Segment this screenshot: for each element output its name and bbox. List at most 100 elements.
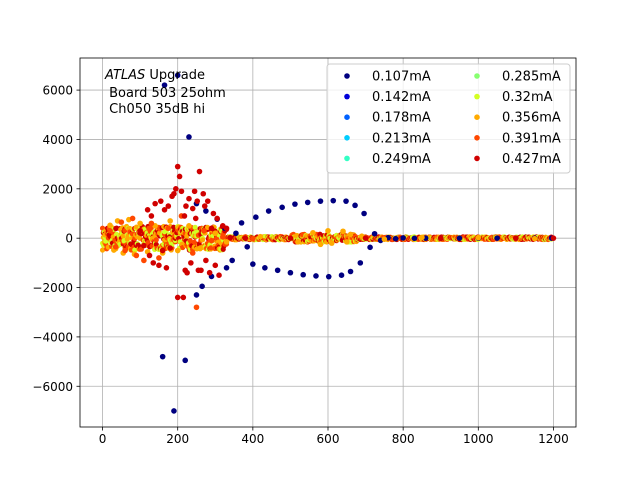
series-point — [193, 304, 200, 311]
data-points — [107, 72, 557, 414]
series-point — [191, 188, 198, 195]
x-tick-label: 600 — [317, 432, 340, 446]
series-point — [229, 257, 235, 264]
series-point — [313, 273, 319, 279]
series-point — [352, 202, 358, 209]
axis-ticks: 0 200 400 600 800 1000 1200 −6000 −4000 −2000 0 200… — [32, 84, 568, 446]
series-point — [242, 235, 249, 241]
series-point — [156, 255, 162, 261]
series-point — [161, 82, 168, 88]
series-point — [171, 408, 177, 414]
series-point — [292, 201, 298, 207]
series-point — [274, 267, 281, 274]
legend-label: 0.427mA — [502, 152, 561, 167]
series-point — [159, 247, 166, 254]
x-tick-label: 400 — [241, 432, 264, 446]
legend-marker — [344, 93, 350, 100]
series-point — [194, 198, 201, 204]
series-point — [223, 225, 230, 232]
series-point — [347, 268, 354, 275]
legend-label: 0.285mA — [502, 70, 561, 85]
series-point — [171, 190, 177, 197]
band-point — [153, 237, 159, 243]
series-point — [419, 234, 425, 241]
legend-label: 0.32mA — [502, 90, 553, 105]
series-point — [330, 197, 337, 204]
series-point — [184, 269, 190, 276]
legend-marker — [344, 114, 350, 120]
legend-label: 0.249mA — [372, 152, 431, 167]
series-point — [137, 220, 143, 227]
y-tick-label: −4000 — [32, 330, 73, 344]
series-point — [201, 203, 208, 209]
series-point — [411, 235, 418, 242]
series-point — [203, 257, 209, 264]
series-point — [338, 272, 345, 279]
series-point — [163, 264, 170, 271]
y-tick-label: 6000 — [42, 84, 73, 98]
series-point — [150, 260, 157, 266]
annotation-rest: Upgrade — [145, 68, 205, 83]
series-point — [208, 225, 215, 232]
series-point — [146, 252, 153, 259]
legend-frame — [326, 63, 571, 174]
series-point — [550, 235, 557, 241]
series-point — [362, 235, 369, 241]
series-point — [197, 245, 204, 251]
series-point — [186, 134, 192, 140]
series-point — [253, 214, 259, 221]
series-point — [189, 250, 196, 256]
series-point — [122, 247, 128, 254]
legend-label: 0.356mA — [502, 111, 561, 126]
series-point — [148, 220, 155, 227]
legend-marker — [474, 93, 480, 100]
series-point — [192, 215, 199, 222]
series-point — [212, 262, 219, 269]
x-tick-label: 0 — [99, 432, 107, 446]
plot-frame — [79, 57, 577, 428]
legend-marker — [474, 135, 480, 141]
series-point — [152, 200, 158, 207]
band-point — [192, 224, 198, 230]
series-point — [223, 239, 230, 245]
legend-marker — [344, 155, 350, 162]
series-point — [287, 269, 294, 276]
legend-label: 0.391mA — [502, 131, 561, 146]
series-point — [201, 227, 207, 234]
series-point — [156, 262, 162, 269]
series-point — [214, 215, 220, 222]
series-point — [371, 230, 378, 237]
series-point — [174, 72, 181, 79]
series-point — [167, 245, 173, 251]
band-point — [99, 247, 106, 253]
series-point — [199, 283, 205, 290]
series-point — [107, 222, 113, 229]
annotation-line-2: Board 503 25ohm — [105, 86, 226, 101]
legend-marker — [474, 114, 480, 120]
series-point — [200, 190, 207, 197]
series-point — [343, 239, 350, 245]
series-point — [216, 272, 222, 279]
series-point — [212, 230, 219, 237]
series-point — [310, 229, 316, 236]
series-point — [186, 223, 192, 229]
series-point — [186, 195, 192, 202]
band-point — [208, 245, 214, 251]
series-point — [361, 210, 367, 217]
legend-label: 0.107mA — [372, 70, 431, 85]
series-point — [300, 271, 307, 278]
series-point — [196, 168, 203, 175]
x-tick-label: 200 — [166, 432, 189, 446]
series-point — [118, 219, 125, 225]
series-point — [182, 357, 189, 364]
y-tick-label: 0 — [65, 232, 73, 246]
series-point — [328, 240, 335, 246]
series-point — [210, 210, 217, 217]
series-point — [148, 213, 155, 219]
series-point — [279, 204, 285, 211]
x-tick-label: 800 — [392, 432, 415, 446]
series-point — [325, 273, 332, 280]
legend: 0.107mA 0.142mA 0.178mA 0.213mA 0.249mA 0.285… — [326, 63, 571, 174]
series-point — [180, 294, 187, 301]
series-point — [133, 252, 140, 259]
